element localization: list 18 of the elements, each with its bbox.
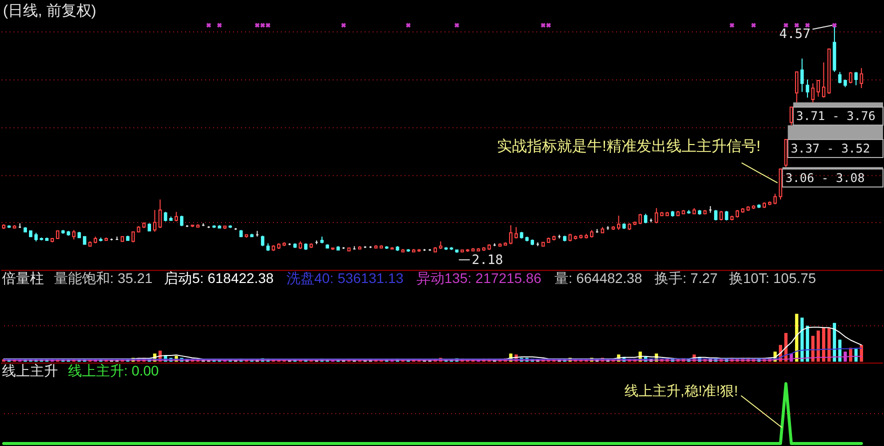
annotation: 换手: 7.27: [654, 270, 718, 286]
annotation: 线上主升,稳!准!狠!: [624, 382, 738, 399]
annotation: 2.18: [472, 252, 504, 268]
annotation: 4.57: [779, 27, 811, 42]
text: 启动5: 618422.38: [164, 270, 274, 286]
chart-title: 线上主升: [2, 362, 58, 379]
band-label: 3.06 - 3.08: [785, 170, 865, 185]
annotation: 量能饱和: 35.21: [54, 270, 153, 286]
annotation: 量: 664482.38: [554, 270, 642, 286]
annotation: 换10T: 105.75: [729, 270, 816, 286]
band-label: 3.37 - 3.52: [790, 141, 870, 156]
chart-title: (日线, 前复权): [2, 2, 96, 20]
band-label: 3.71 - 3.76: [796, 109, 876, 124]
text: 异动135: 217215.86: [416, 270, 542, 286]
annotation: 实战指标就是牛!精准发出线上主升信号!: [497, 138, 761, 155]
text: 线上主升: 0.00: [68, 362, 159, 379]
chart-title: 倍量柱: [2, 270, 44, 286]
text: 洗盘40: 536131.13: [286, 270, 404, 286]
